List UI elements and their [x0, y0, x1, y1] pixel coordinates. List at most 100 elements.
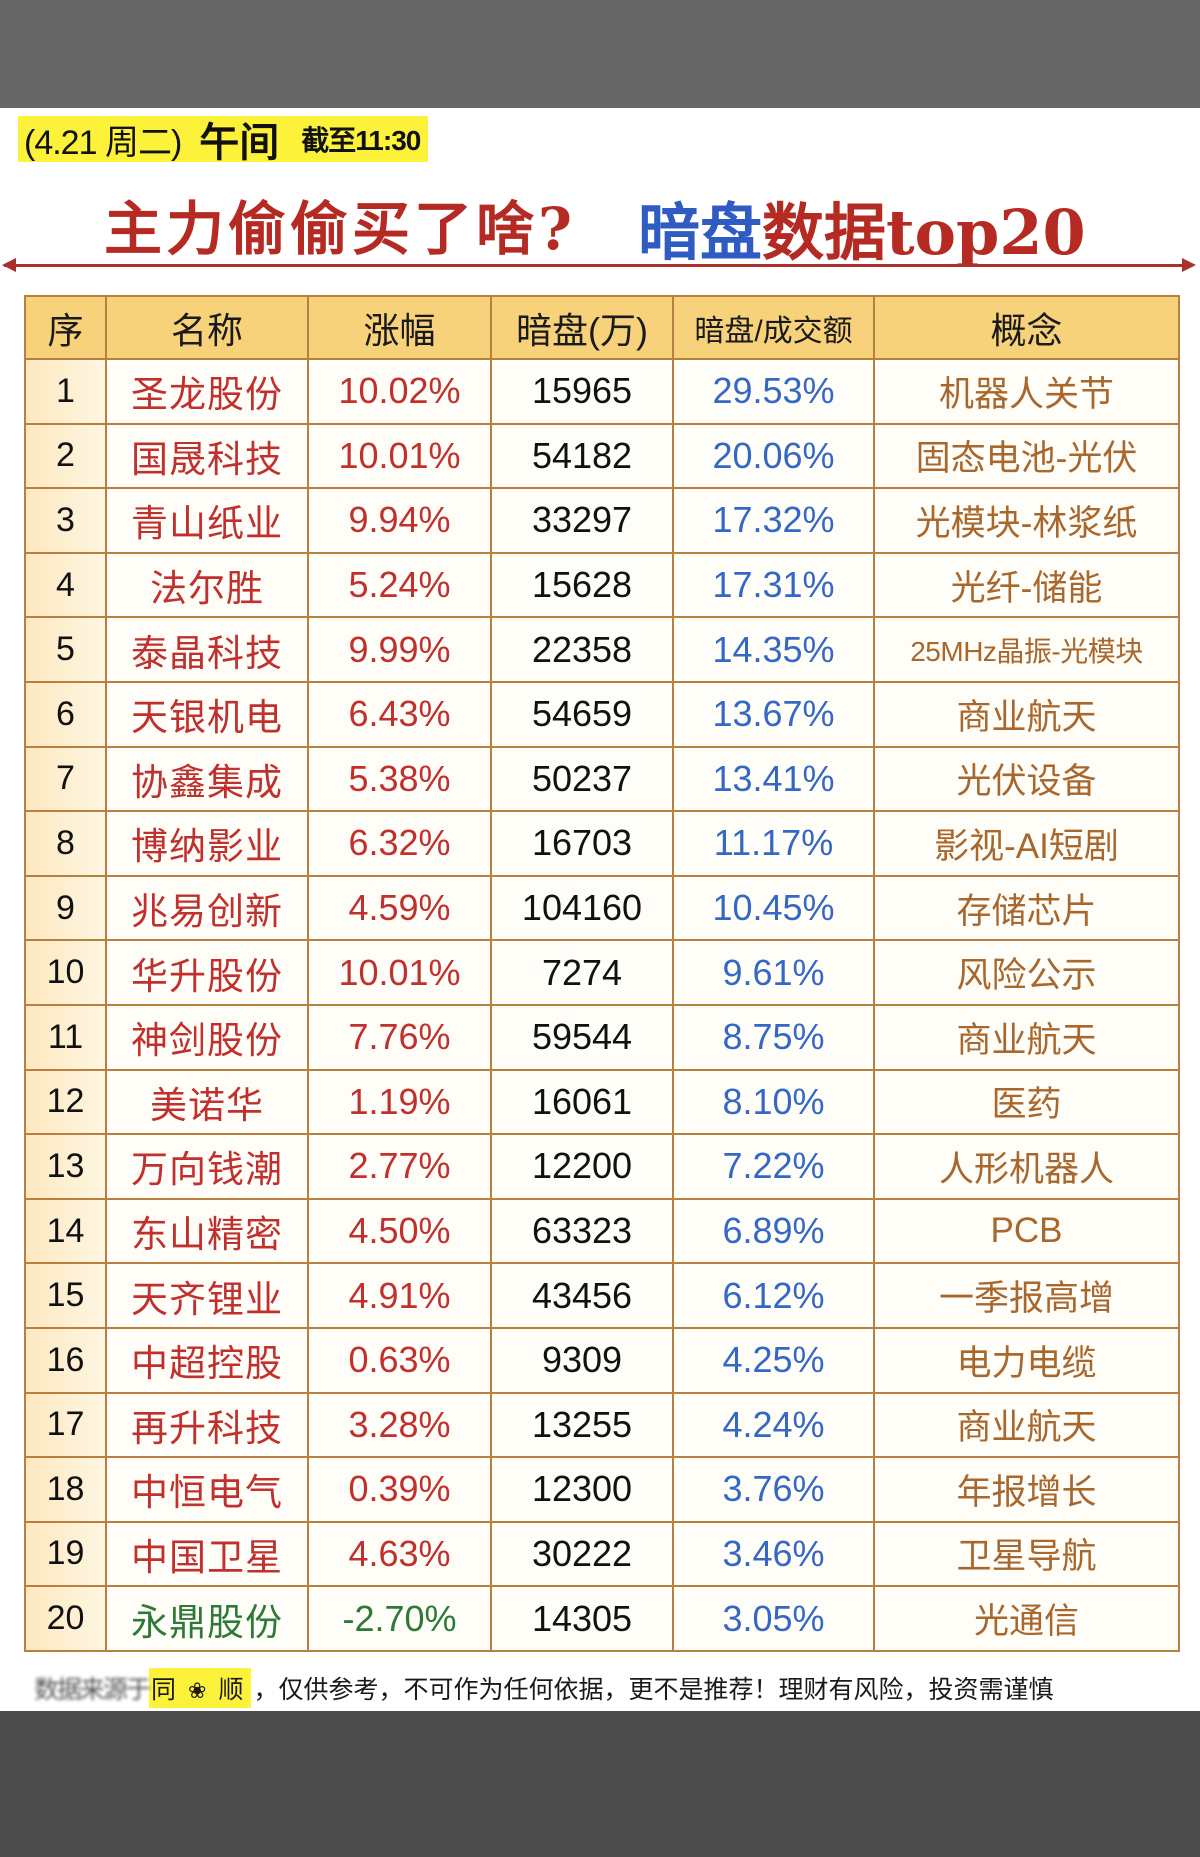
cell-change: -2.70% [307, 1585, 492, 1652]
table-row: 7 协鑫集成 5.38% 50237 13.41% 光伏设备 [24, 745, 1180, 813]
cell-dark-pool: 63323 [490, 1197, 674, 1265]
cell-concept: 影视-AI短剧 [873, 810, 1180, 877]
cell-change: 3.28% [307, 1391, 492, 1459]
source-brand-highlight: 同 ❀ 顺 [149, 1668, 252, 1708]
cell-ratio: 13.67% [672, 680, 875, 748]
double-arrow-divider [2, 258, 1196, 272]
cell-concept: 年报增长 [873, 1456, 1180, 1523]
table-row: 14 东山精密 4.50% 63323 6.89% PCB [24, 1197, 1180, 1265]
cell-dark-pool: 43456 [490, 1262, 674, 1329]
top-margin-bar [0, 0, 1200, 108]
cell-dark-pool: 7274 [490, 939, 674, 1006]
page-title: 主力偷偷买了啥? 暗盘数据top20 [0, 182, 1200, 269]
cell-change: 0.39% [307, 1456, 492, 1523]
cell-dark-pool: 54659 [490, 680, 674, 748]
cell-concept: 一季报高增 [873, 1262, 1180, 1329]
cell-concept: 光纤-储能 [873, 551, 1180, 619]
cell-change: 10.02% [307, 358, 492, 425]
dark-pool-table: 序 名称 涨幅 暗盘(万) 暗盘/成交额 概念 1 圣龙股份 10.02% 15… [24, 295, 1180, 1652]
cell-concept: 固态电池-光伏 [873, 422, 1180, 490]
table-row: 6 天银机电 6.43% 54659 13.67% 商业航天 [24, 680, 1180, 748]
cell-change: 4.59% [307, 874, 492, 942]
table-row: 13 万向钱潮 2.77% 12200 7.22% 人形机器人 [24, 1133, 1180, 1200]
cell-ratio: 17.31% [672, 551, 875, 619]
cell-ratio: 13.41% [672, 745, 875, 813]
cell-concept: 卫星导航 [873, 1520, 1180, 1588]
table-row: 16 中超控股 0.63% 9309 4.25% 电力电缆 [24, 1326, 1180, 1394]
cell-stock-name: 东山精密 [105, 1197, 309, 1265]
cell-ratio: 29.53% [672, 358, 875, 425]
cell-concept: PCB [873, 1197, 1180, 1265]
cell-ratio: 8.75% [672, 1003, 875, 1071]
cell-change: 6.32% [307, 810, 492, 877]
cell-seq: 8 [24, 810, 107, 877]
disclaimer-text: ，仅供参考，不可作为任何依据，更不是推荐！理财有风险，投资需谨慎 [253, 1676, 1054, 1704]
cell-seq: 9 [24, 874, 107, 942]
cell-ratio: 6.12% [672, 1262, 875, 1329]
cell-concept: 商业航天 [873, 1003, 1180, 1071]
cell-dark-pool: 9309 [490, 1326, 674, 1394]
cell-seq: 20 [24, 1585, 107, 1652]
cell-seq: 18 [24, 1456, 107, 1523]
cell-change: 7.76% [307, 1003, 492, 1071]
cell-seq: 16 [24, 1326, 107, 1394]
cell-dark-pool: 12300 [490, 1456, 674, 1523]
cell-ratio: 14.35% [672, 616, 875, 683]
column-header-change: 涨幅 [307, 295, 492, 360]
cell-concept: 商业航天 [873, 680, 1180, 748]
cell-stock-name: 美诺华 [105, 1068, 309, 1136]
table-header-row: 序 名称 涨幅 暗盘(万) 暗盘/成交额 概念 [24, 295, 1180, 360]
title-topic: 暗盘数据top20 [638, 182, 1086, 272]
blurred-source-prefix: 数据来源于 [34, 1676, 151, 1704]
cell-dark-pool: 14305 [490, 1585, 674, 1652]
title-topic-red: 数据top20 [762, 196, 1086, 269]
table-row: 11 神剑股份 7.76% 59544 8.75% 商业航天 [24, 1003, 1180, 1071]
cell-stock-name: 中超控股 [105, 1326, 309, 1394]
cell-dark-pool: 15965 [490, 358, 674, 425]
brand-char-2: 顺 [218, 1676, 244, 1704]
cell-change: 0.63% [307, 1326, 492, 1394]
cell-change: 6.43% [307, 680, 492, 748]
cell-change: 2.77% [307, 1133, 492, 1200]
cell-seq: 5 [24, 616, 107, 683]
table-row: 12 美诺华 1.19% 16061 8.10% 医药 [24, 1068, 1180, 1136]
date-text: (4.21 周二) [24, 123, 182, 162]
cell-concept: 机器人关节 [873, 358, 1180, 425]
table-row: 20 永鼎股份 -2.70% 14305 3.05% 光通信 [24, 1585, 1180, 1652]
cell-concept: 人形机器人 [873, 1133, 1180, 1200]
cell-stock-name: 万向钱潮 [105, 1133, 309, 1200]
cell-change: 5.38% [307, 745, 492, 813]
cell-ratio: 11.17% [672, 810, 875, 877]
cell-dark-pool: 30222 [490, 1520, 674, 1588]
cell-ratio: 10.45% [672, 874, 875, 942]
cell-seq: 15 [24, 1262, 107, 1329]
cell-stock-name: 华升股份 [105, 939, 309, 1006]
cell-ratio: 3.76% [672, 1456, 875, 1523]
cell-change: 10.01% [307, 939, 492, 1006]
cell-seq: 10 [24, 939, 107, 1006]
cell-dark-pool: 12200 [490, 1133, 674, 1200]
column-header-dark-pool: 暗盘(万) [490, 295, 674, 360]
cell-seq: 4 [24, 551, 107, 619]
cell-stock-name: 青山纸业 [105, 487, 309, 554]
cell-stock-name: 天齐锂业 [105, 1262, 309, 1329]
column-header-concept: 概念 [873, 295, 1180, 360]
cell-stock-name: 协鑫集成 [105, 745, 309, 813]
table-row: 3 青山纸业 9.94% 33297 17.32% 光模块-林浆纸 [24, 487, 1180, 554]
title-topic-blue: 暗盘 [638, 196, 763, 269]
cell-stock-name: 再升科技 [105, 1391, 309, 1459]
title-question: 主力偷偷买了啥? [104, 195, 576, 263]
cell-seq: 17 [24, 1391, 107, 1459]
cell-dark-pool: 16703 [490, 810, 674, 877]
cell-ratio: 3.46% [672, 1520, 875, 1588]
column-header-name: 名称 [105, 295, 309, 360]
column-header-seq: 序 [24, 295, 107, 360]
cell-dark-pool: 50237 [490, 745, 674, 813]
cell-seq: 19 [24, 1520, 107, 1588]
cell-seq: 14 [24, 1197, 107, 1265]
cell-dark-pool: 15628 [490, 551, 674, 619]
cell-change: 9.99% [307, 616, 492, 683]
cell-change: 5.24% [307, 551, 492, 619]
cell-stock-name: 中国卫星 [105, 1520, 309, 1588]
cell-seq: 6 [24, 680, 107, 748]
